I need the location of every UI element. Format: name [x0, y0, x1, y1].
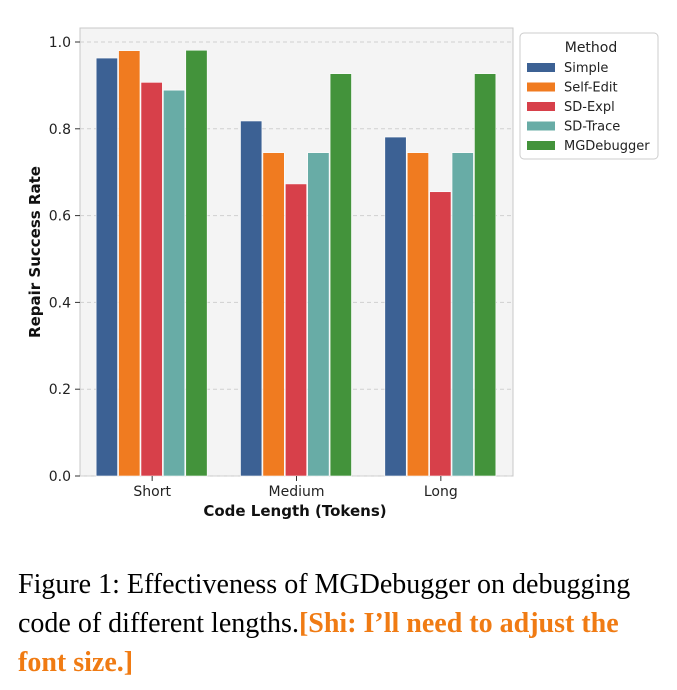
plot-area: 0.0 0.2 0.4 0.6 0.8 1.0 Short Medium Long	[49, 27, 514, 500]
y-tick-label: 0.6	[49, 209, 71, 225]
y-tick-label: 0.0	[49, 469, 71, 485]
bar	[406, 152, 429, 477]
x-tick-label: Short	[133, 484, 171, 500]
legend-title: Method	[565, 40, 618, 56]
bar	[451, 152, 474, 477]
bar	[429, 191, 452, 477]
legend-label: Simple	[564, 61, 608, 76]
legend-swatch	[527, 102, 555, 111]
legend-swatch	[527, 63, 555, 72]
x-axis-title: Code Length (Tokens)	[203, 502, 386, 520]
figure-caption: Figure 1: Effectiveness of MGDebugger on…	[18, 565, 668, 682]
y-axis-title: Repair Success Rate	[26, 166, 44, 338]
bar	[474, 73, 497, 477]
legend-swatch	[527, 82, 555, 92]
caption-note: [Shi: I’ll need to adjust the font size.…	[18, 608, 619, 678]
bar	[329, 73, 352, 477]
bar	[240, 120, 263, 477]
legend-label: SD-Expl	[564, 100, 615, 115]
y-tick-label: 1.0	[49, 35, 71, 51]
x-tick-label: Medium	[269, 484, 325, 500]
legend-label: Self-Edit	[564, 81, 618, 96]
y-tick-label: 0.4	[49, 295, 71, 311]
chart: 0.0 0.2 0.4 0.6 0.8 1.0 Short Medium Long Code L…	[26, 27, 659, 520]
bar	[307, 152, 330, 477]
bar	[384, 136, 407, 477]
legend-swatch	[527, 121, 555, 131]
caption-text: Figure 1: Effectiveness of MGDebugger on…	[18, 569, 631, 639]
bar	[163, 89, 186, 477]
bar	[95, 57, 118, 477]
x-tick-label: Long	[424, 484, 458, 500]
bar	[284, 183, 307, 477]
legend-label: SD-Trace	[564, 120, 620, 135]
bar	[140, 82, 163, 477]
legend-label: MGDebugger	[564, 139, 650, 154]
y-tick-label: 0.2	[49, 382, 71, 398]
y-tick-label: 0.8	[49, 122, 71, 138]
bar	[118, 50, 141, 477]
bar	[185, 49, 208, 477]
bar	[262, 152, 285, 477]
legend: Method Simple Self-Edit SD-Expl SD-Trace MGDe…	[519, 32, 659, 160]
legend-swatch	[527, 141, 555, 150]
